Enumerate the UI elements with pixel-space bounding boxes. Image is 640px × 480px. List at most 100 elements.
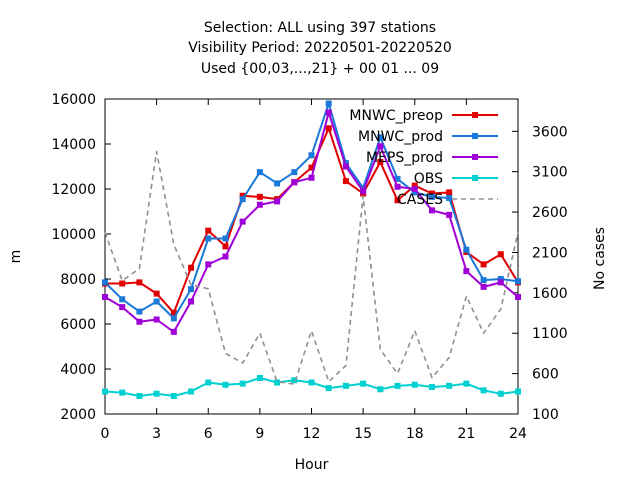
data-point [411, 189, 418, 196]
y2-tick-label: 3100 [532, 165, 568, 181]
y2-tick-label: 2600 [532, 205, 568, 221]
series-line [104, 111, 519, 333]
series-obs [102, 375, 521, 399]
y2-axis-label: No cases [592, 227, 608, 290]
data-point [394, 197, 401, 204]
y-tick-label: 10000 [51, 227, 96, 243]
data-point [256, 193, 263, 200]
data-point [480, 261, 487, 268]
y2-tick-label: 3600 [532, 124, 568, 140]
legend-label: MEPS_prod [366, 150, 443, 166]
data-point [102, 388, 108, 395]
data-point [119, 280, 126, 287]
data-point [325, 385, 332, 392]
data-point [360, 184, 367, 191]
x-tick-label: 15 [354, 426, 372, 442]
data-point [377, 159, 384, 165]
data-point [497, 279, 504, 286]
data-point [256, 201, 263, 208]
data-point [222, 253, 229, 260]
data-point [325, 125, 332, 132]
chart-title-line-3: Used {00,03,...,21} + 00 01 ... 09 [200, 61, 440, 77]
legend-label: MNWC_prod [358, 129, 443, 145]
data-point [153, 390, 160, 397]
y-tick-label: 12000 [51, 182, 96, 198]
data-point [291, 179, 298, 186]
y-tick-label: 8000 [60, 272, 96, 288]
series-meps-prod [102, 109, 521, 335]
y2-tick-label: 1600 [532, 286, 568, 302]
data-point [480, 277, 487, 284]
series-cases [104, 150, 519, 385]
data-point [274, 379, 281, 386]
x-tick-label: 0 [101, 426, 110, 442]
x-tick-label: 3 [152, 426, 161, 442]
data-point [463, 246, 470, 253]
data-point [153, 298, 160, 305]
data-point [119, 304, 126, 311]
data-point [515, 294, 521, 300]
chart-title-line-2: Visibility Period: 20220501-20220520 [188, 40, 452, 56]
data-point [170, 315, 177, 322]
data-point [153, 316, 160, 323]
data-point [342, 382, 349, 389]
series-mnwc-preop [102, 125, 521, 316]
legend: MNWC_preop MNWC_prod MEPS_prod OBS CASES [349, 108, 498, 208]
y-tick-label: 14000 [51, 137, 96, 153]
data-point [428, 193, 435, 200]
series-mnwc-prod [102, 100, 521, 322]
y-axis-label: m [8, 250, 24, 264]
data-point [360, 380, 367, 387]
data-point [119, 389, 126, 396]
data-point [497, 251, 504, 258]
data-point [428, 207, 435, 214]
data-point [463, 268, 470, 275]
y-tick-label: 6000 [60, 317, 96, 333]
data-point [256, 169, 263, 176]
x-tick-label: 6 [204, 426, 213, 442]
data-point [136, 308, 143, 315]
y-tick-label: 16000 [51, 92, 96, 108]
data-point [188, 298, 195, 305]
data-point [274, 180, 281, 187]
data-point [342, 163, 349, 170]
data-point [308, 164, 315, 171]
data-point [394, 175, 401, 182]
data-point [463, 380, 470, 387]
data-point [188, 286, 195, 293]
data-point [446, 382, 453, 389]
data-point [136, 279, 143, 286]
data-point [411, 381, 418, 388]
legend-marker [472, 175, 478, 181]
data-point [205, 235, 212, 242]
data-point [377, 143, 384, 150]
legend-marker [472, 133, 478, 139]
legend-marker [472, 154, 478, 160]
data-point [308, 174, 315, 181]
data-point [308, 152, 315, 159]
data-point [256, 375, 263, 381]
data-point [119, 296, 126, 303]
data-point [136, 318, 143, 325]
data-point [239, 218, 246, 225]
series-lines [102, 100, 521, 399]
data-point [222, 235, 229, 242]
data-point [325, 109, 332, 116]
data-point [515, 388, 521, 395]
data-point [239, 380, 246, 387]
data-point [136, 393, 143, 399]
data-point [308, 379, 315, 386]
data-point [205, 227, 212, 234]
data-point [325, 100, 332, 107]
data-point [428, 384, 435, 390]
data-point [188, 388, 195, 395]
data-point [394, 183, 401, 190]
data-point [342, 160, 349, 167]
data-point [291, 169, 298, 176]
legend-label: CASES [397, 192, 443, 208]
legend-marker [472, 112, 478, 118]
chart-title-line-1: Selection: ALL using 397 stations [203, 20, 437, 36]
data-point [205, 379, 212, 386]
data-point [411, 186, 418, 192]
